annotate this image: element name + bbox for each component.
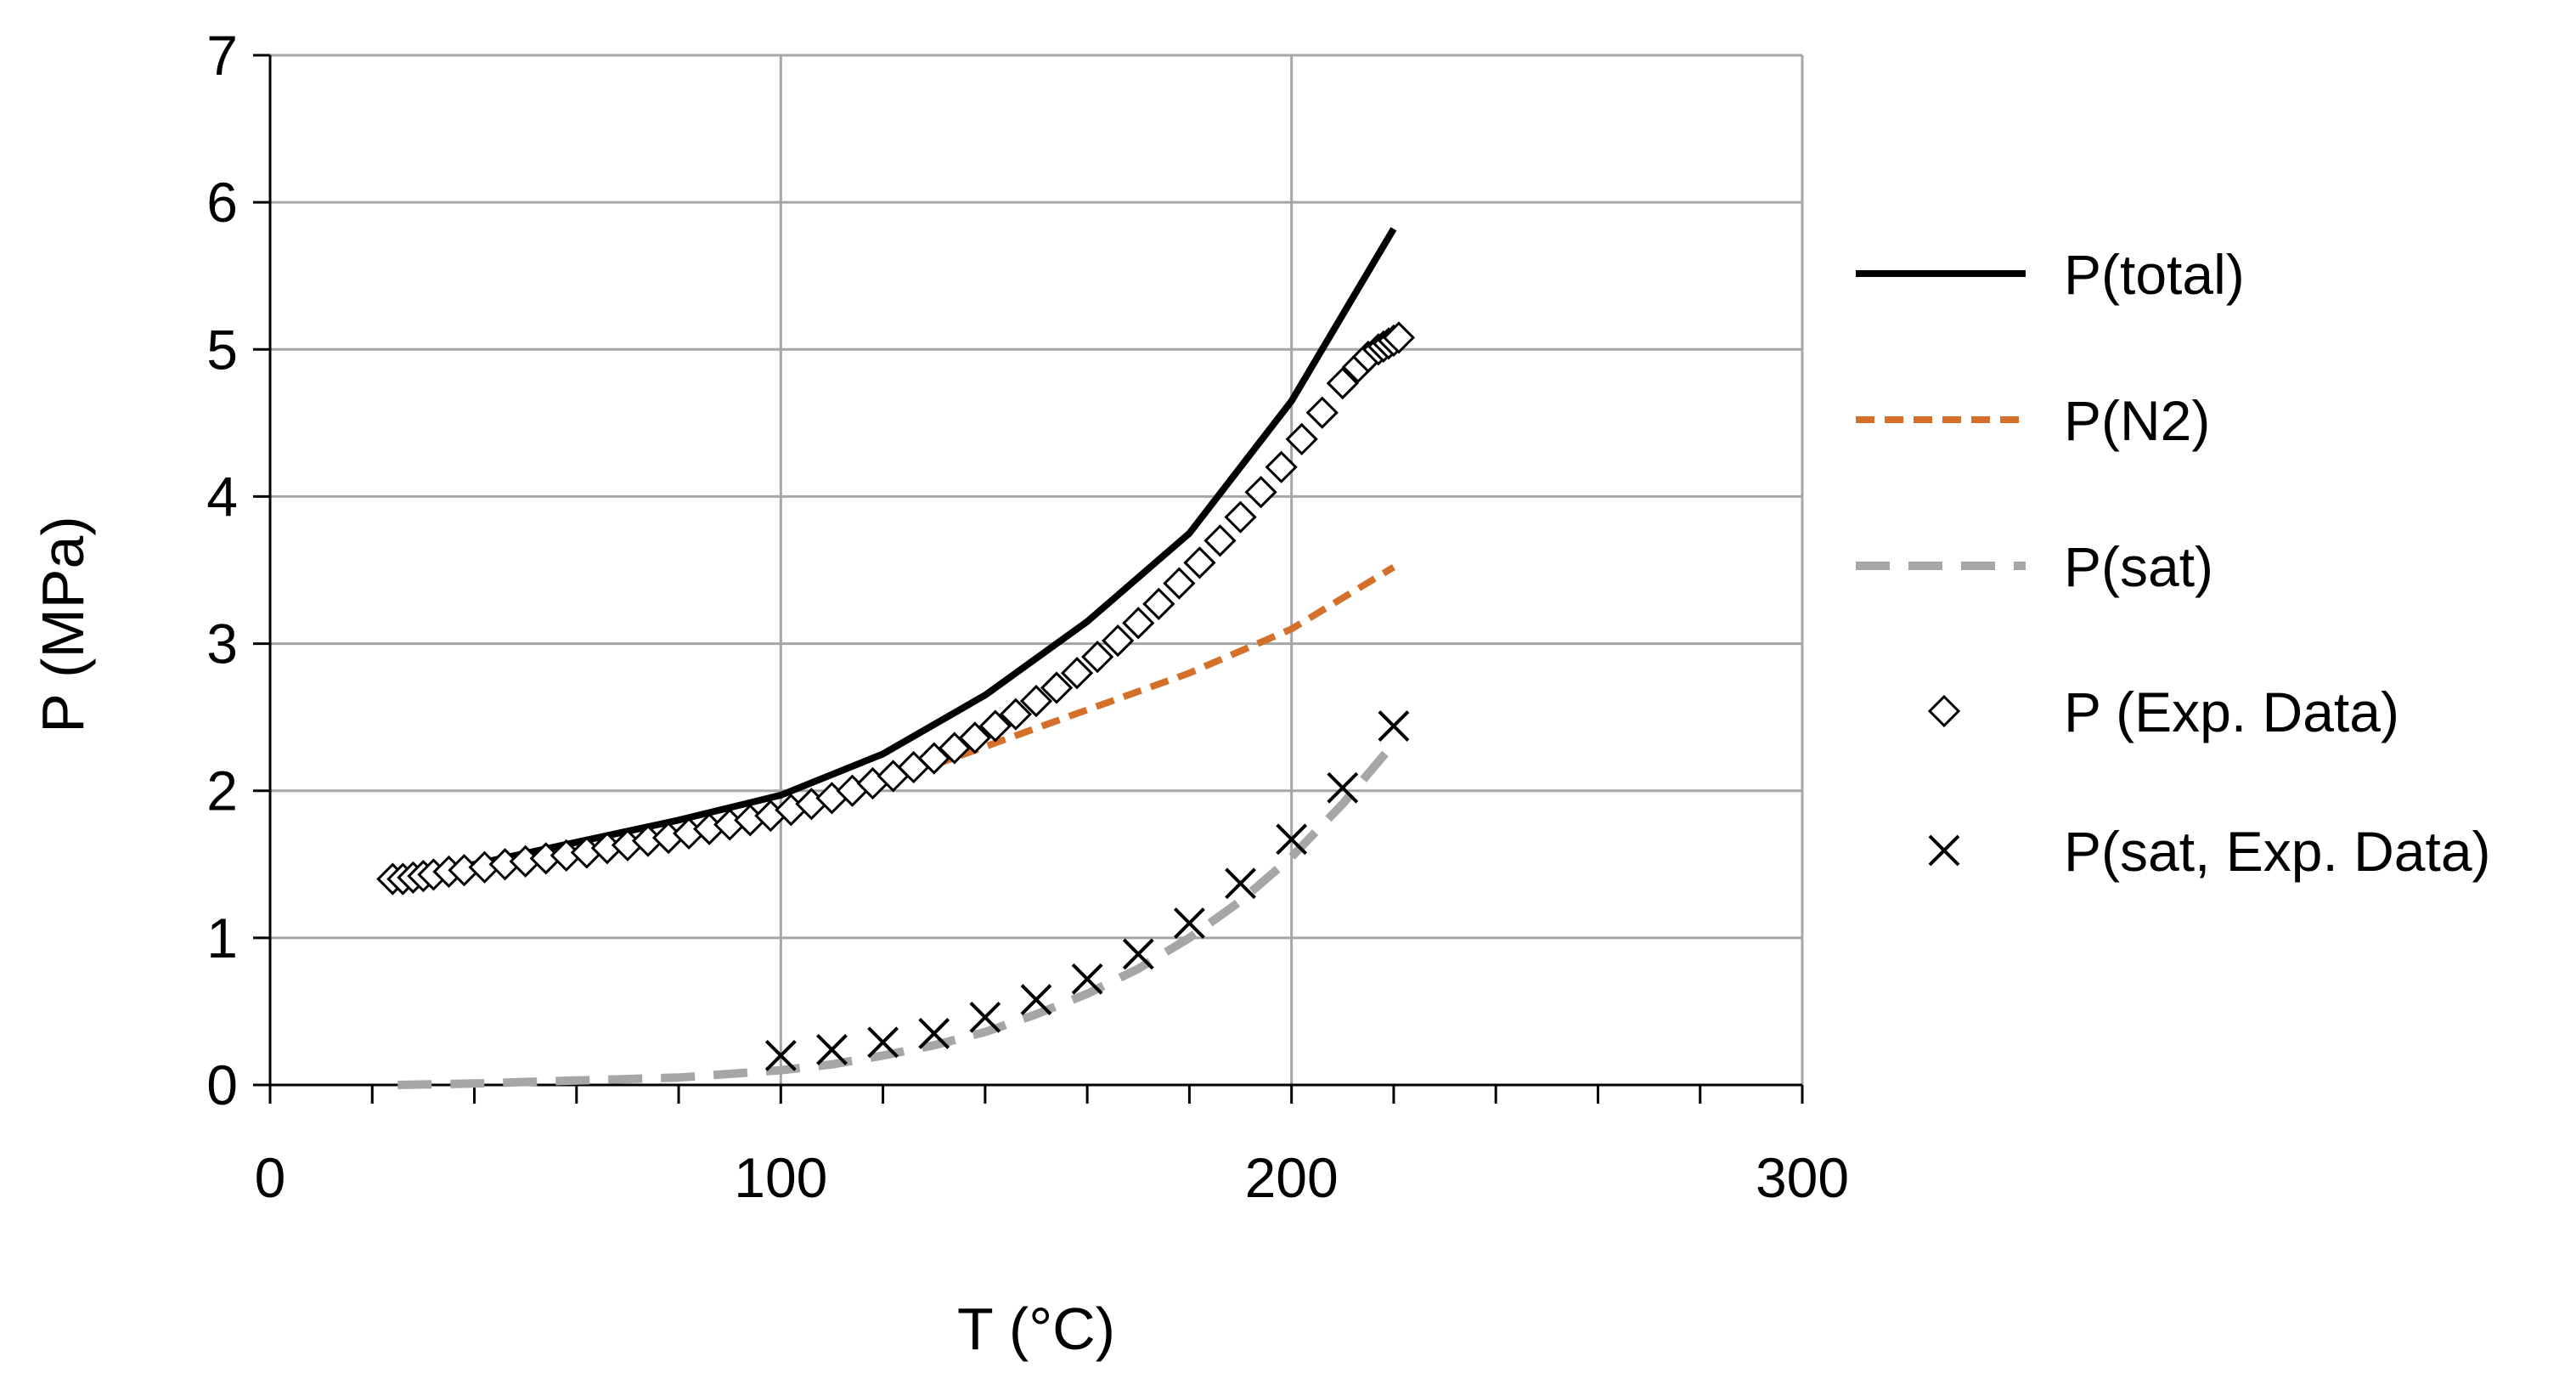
y-tick-label: 3 <box>206 613 238 675</box>
grid <box>270 54 1804 1085</box>
y-tick-label: 5 <box>206 318 238 381</box>
data-point-diamond <box>1203 524 1237 557</box>
data-point-diamond <box>1244 476 1277 509</box>
data-point-diamond <box>917 742 950 775</box>
data-point-diamond <box>1285 422 1318 456</box>
data-point-x <box>969 1001 1001 1033</box>
data-point-diamond <box>1163 567 1196 600</box>
data-point-x-stroke <box>1225 867 1256 900</box>
data-point-diamond <box>1081 641 1114 674</box>
data-point-x-stroke <box>969 1001 1001 1033</box>
data-point-x-stroke <box>867 1026 899 1059</box>
data-point-diamond <box>1265 450 1298 483</box>
y-tick-label: 7 <box>206 24 238 87</box>
y-tick-label: 4 <box>206 465 238 528</box>
legend-entry: P(N2) <box>1856 389 2210 452</box>
data-point-diamond <box>1326 366 1359 400</box>
legend-label: P (Exp. Data) <box>2064 681 2399 743</box>
data-point-x <box>867 1026 899 1059</box>
series-line-p-sat- <box>397 741 1397 1089</box>
x-tick-label: 200 <box>1245 1146 1339 1209</box>
data-point-diamond <box>1224 500 1257 534</box>
data-point-diamond <box>1122 607 1155 640</box>
data-point-diamond <box>938 732 971 765</box>
x-tick-label: 0 <box>255 1146 286 1209</box>
data-point-diamond <box>1142 587 1175 620</box>
legend-label: P(total) <box>2064 243 2245 306</box>
data-point-diamond <box>999 698 1033 731</box>
data-point-x-stroke <box>1071 963 1103 995</box>
data-point-diamond <box>1305 396 1339 429</box>
legend-label: P(sat, Exp. Data) <box>2064 820 2491 883</box>
data-point-x <box>1327 771 1359 804</box>
data-point-x-stroke <box>1122 938 1154 970</box>
data-point-x-stroke <box>1173 907 1205 939</box>
y-tick-label: 2 <box>206 760 238 822</box>
data-point-x <box>1928 834 1960 867</box>
data-point-x <box>918 1017 950 1049</box>
data-point-x-stroke <box>1928 834 1960 867</box>
series-scatter-p-exp-data- <box>376 321 1416 895</box>
plot-series <box>376 227 1416 1089</box>
legend-entry: P(sat) <box>1856 535 2213 598</box>
data-point-diamond <box>1060 657 1094 690</box>
x-tick-label: 100 <box>734 1146 827 1209</box>
data-point-x <box>1020 984 1052 1015</box>
data-point-diamond <box>958 721 991 754</box>
data-point-diamond <box>1382 321 1416 354</box>
data-point-x <box>1071 963 1103 995</box>
legend-label: P(N2) <box>2064 389 2210 452</box>
data-point-diamond <box>1927 694 1961 728</box>
data-point-x <box>1173 907 1205 939</box>
data-point-x <box>764 1039 797 1071</box>
data-point-diamond <box>1183 546 1216 579</box>
data-point-x-stroke <box>1378 710 1410 742</box>
series-scatter-p-sat-exp-data- <box>764 710 1410 1071</box>
y-tick-label: 1 <box>206 907 238 969</box>
x-axis-title: T (°C) <box>957 1296 1115 1362</box>
data-point-x <box>1122 938 1154 970</box>
legend: P(total) P(N2) P(sat) P (Exp. Data) P(sat, E… <box>1856 243 2491 883</box>
legend-label: P(sat) <box>2064 535 2213 598</box>
data-point-diamond <box>978 709 1012 743</box>
data-point-x-stroke <box>1020 984 1052 1015</box>
data-point-x <box>816 1034 848 1065</box>
y-axis-title: P (MPa) <box>30 516 96 732</box>
data-point-x-stroke <box>764 1039 797 1071</box>
data-point-x <box>1225 867 1256 900</box>
data-point-x <box>1378 710 1410 742</box>
y-tick-label: 0 <box>206 1054 238 1116</box>
data-point-x-stroke <box>1327 771 1359 804</box>
data-point-x-stroke <box>918 1017 950 1049</box>
data-point-x <box>1276 823 1308 856</box>
y-tick-label: 6 <box>206 171 238 234</box>
legend-entry: P(total) <box>1856 243 2245 306</box>
data-point-diamond <box>1102 624 1135 658</box>
data-point-x-stroke <box>816 1034 848 1065</box>
series-line-p-n2- <box>397 564 1395 883</box>
data-point-diamond <box>1040 671 1074 704</box>
legend-entry: P(sat, Exp. Data) <box>1928 820 2491 883</box>
data-point-x-stroke <box>1276 823 1308 856</box>
data-point-diamond <box>1019 684 1053 718</box>
x-tick-label: 300 <box>1756 1146 1849 1209</box>
legend-entry: P (Exp. Data) <box>1927 681 2399 743</box>
